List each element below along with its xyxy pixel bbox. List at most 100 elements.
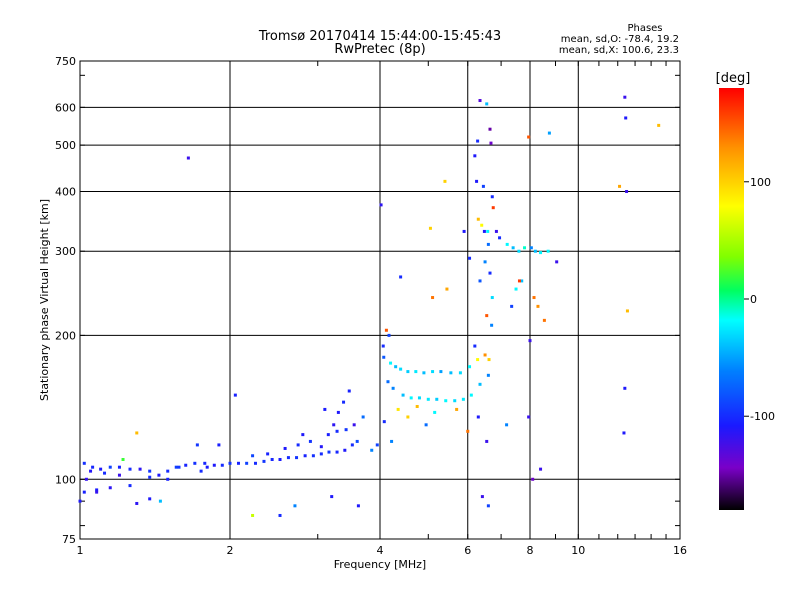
data-point [350, 443, 354, 447]
data-point [399, 367, 403, 371]
data-point [527, 415, 531, 419]
data-point [431, 370, 435, 374]
data-point [483, 353, 487, 357]
x-tick-label: 2 [227, 544, 234, 557]
data-point [468, 256, 472, 260]
data-point [489, 141, 493, 145]
colorbar-tick-label: 0 [750, 293, 757, 306]
data-point [485, 102, 489, 106]
data-point [296, 443, 300, 447]
stats-heading: Phases [627, 23, 662, 34]
data-point [486, 373, 490, 377]
data-point [505, 242, 509, 246]
data-point [303, 454, 307, 458]
data-point [108, 486, 112, 490]
data-point [414, 370, 418, 374]
data-point [382, 355, 386, 359]
data-point [82, 490, 86, 494]
data-point [138, 467, 142, 471]
data-point [482, 229, 486, 233]
data-point [319, 445, 323, 449]
data-point [485, 439, 489, 443]
data-point [387, 333, 391, 337]
data-point [490, 296, 494, 300]
data-point [84, 477, 88, 481]
data-point [468, 365, 472, 369]
data-point [319, 452, 323, 456]
data-point [475, 179, 479, 183]
data-point [623, 386, 627, 390]
data-point [327, 450, 331, 454]
data-point [422, 371, 426, 375]
data-point [461, 397, 465, 401]
data-point [370, 448, 374, 452]
colorbar: [deg] 100 0 -100 [716, 71, 775, 510]
data-point [523, 246, 527, 250]
data-point [449, 371, 453, 375]
data-point [490, 323, 494, 327]
data-point [286, 456, 290, 460]
data-point [386, 380, 390, 384]
data-point [529, 246, 533, 250]
data-point [433, 410, 437, 414]
data-point [531, 477, 535, 481]
data-point [352, 423, 356, 427]
data-point [95, 488, 99, 492]
data-point [511, 246, 515, 250]
data-point [295, 456, 299, 460]
data-point [481, 184, 485, 188]
data-point [330, 495, 334, 499]
data-point [347, 389, 351, 393]
y-tick-label: 300 [55, 245, 76, 258]
data-point [458, 371, 462, 375]
data-point [401, 393, 405, 397]
data-point [390, 439, 394, 443]
plot-area: 1 2 4 6 8 10 16 75 100 200 300 400 500 600 750 [55, 55, 687, 557]
data-point [220, 463, 224, 467]
data-point [533, 249, 537, 253]
data-point [476, 139, 480, 143]
data-point [278, 457, 282, 461]
x-tick-label: 16 [673, 544, 687, 557]
data-point [308, 439, 312, 443]
data-point [336, 410, 340, 414]
data-point [486, 229, 490, 233]
y-tick-label: 500 [55, 139, 76, 152]
data-point [184, 463, 188, 467]
x-tick-label: 6 [464, 544, 471, 557]
data-point [382, 420, 386, 424]
y-tick-label: 200 [55, 329, 76, 342]
data-point [409, 396, 413, 400]
data-point [332, 423, 336, 427]
data-point [195, 443, 199, 447]
data-point [453, 399, 457, 403]
colorbar-label: [deg] [716, 71, 751, 86]
data-point [505, 423, 509, 427]
data-point [510, 304, 514, 308]
y-axis-label: Stationary phase Virtual Height [km] [38, 199, 51, 401]
data-point [539, 251, 543, 255]
data-point [251, 513, 255, 517]
data-point [625, 309, 629, 313]
data-point [480, 223, 484, 227]
data-point [480, 495, 484, 499]
data-point [384, 328, 388, 332]
x-tick-label: 1 [77, 544, 84, 557]
data-point [342, 400, 346, 404]
x-tick-label: 10 [571, 544, 585, 557]
data-point [174, 465, 178, 469]
data-point [270, 457, 274, 461]
data-point [203, 461, 207, 465]
data-point [623, 95, 627, 99]
data-point [148, 475, 152, 479]
data-point [486, 504, 490, 508]
data-point [396, 407, 400, 411]
x-tick-label: 4 [377, 544, 384, 557]
data-point [555, 260, 559, 264]
data-point [517, 249, 521, 253]
data-point [78, 499, 82, 503]
data-point [121, 457, 125, 461]
data-point [462, 229, 466, 233]
data-point [485, 314, 489, 318]
data-point [486, 242, 490, 246]
